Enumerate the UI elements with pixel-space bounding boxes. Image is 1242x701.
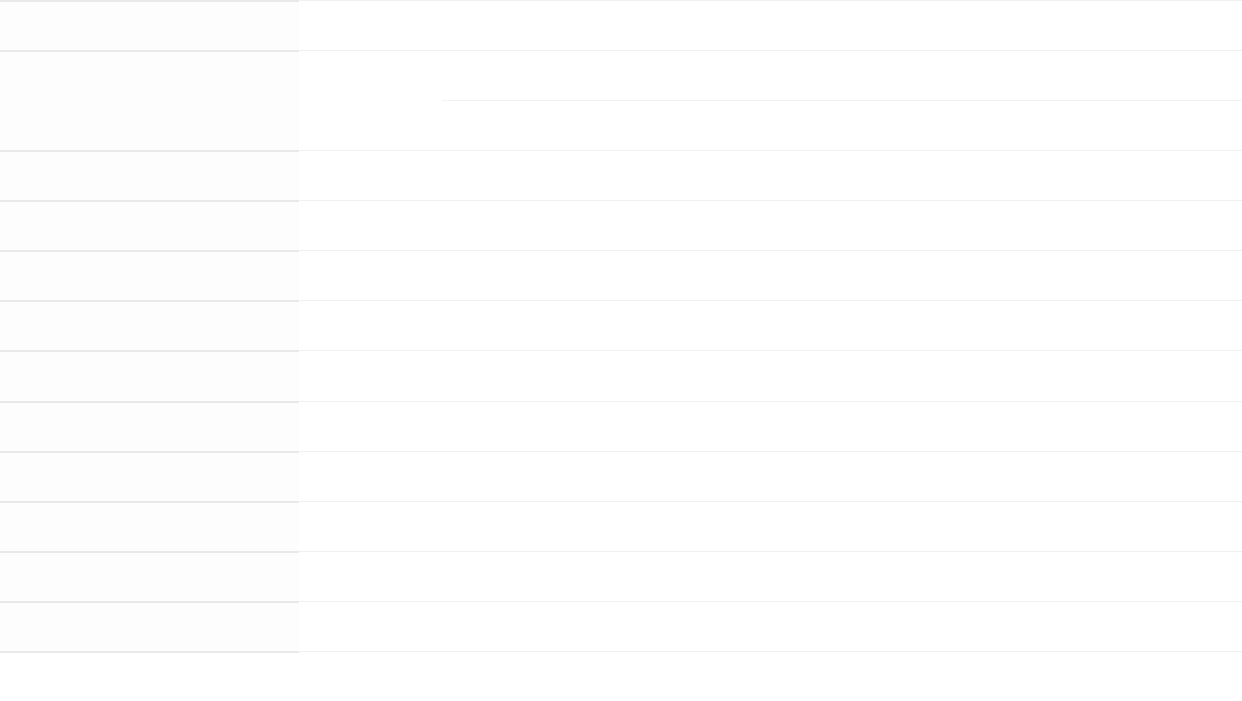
row-divider-right [299,250,1242,251]
row-divider-right [299,150,1242,151]
table-row [0,651,1242,701]
table-row [0,401,1242,451]
row-divider-left [0,551,299,553]
row-divider-right [299,651,1242,652]
row-divider-left [0,200,299,202]
left-column [0,0,299,653]
row-divider-right [299,50,1242,51]
row-divider-right [299,551,1242,552]
row-divider-left [0,401,299,403]
row-divider-left [0,451,299,453]
table-row [0,551,1242,601]
row-divider-left [0,350,299,352]
row-divider-left [0,501,299,503]
row-divider-right [299,350,1242,351]
table-row [0,200,1242,250]
table-row [0,150,1242,200]
row-divider-left [0,50,299,52]
row-divider-right [299,300,1242,301]
table-row [0,601,1242,651]
table-row [0,451,1242,501]
row-divider-left [0,651,299,653]
row-divider-right [299,200,1242,201]
table-row [0,50,1242,100]
row-divider-left [0,250,299,252]
table-row [0,0,1242,50]
row-divider-right [299,601,1242,602]
row-divider-left [0,0,299,2]
sub-row-divider [442,100,1242,101]
row-divider-left [0,601,299,603]
table-row [0,300,1242,350]
row-divider-right [299,451,1242,452]
row-divider-left [0,300,299,302]
row-divider-right [299,401,1242,402]
table-row [0,350,1242,400]
table-row [0,250,1242,300]
table-row [0,501,1242,551]
row-divider-right [299,501,1242,502]
row-divider-right [299,0,1242,1]
row-divider-left [0,150,299,152]
